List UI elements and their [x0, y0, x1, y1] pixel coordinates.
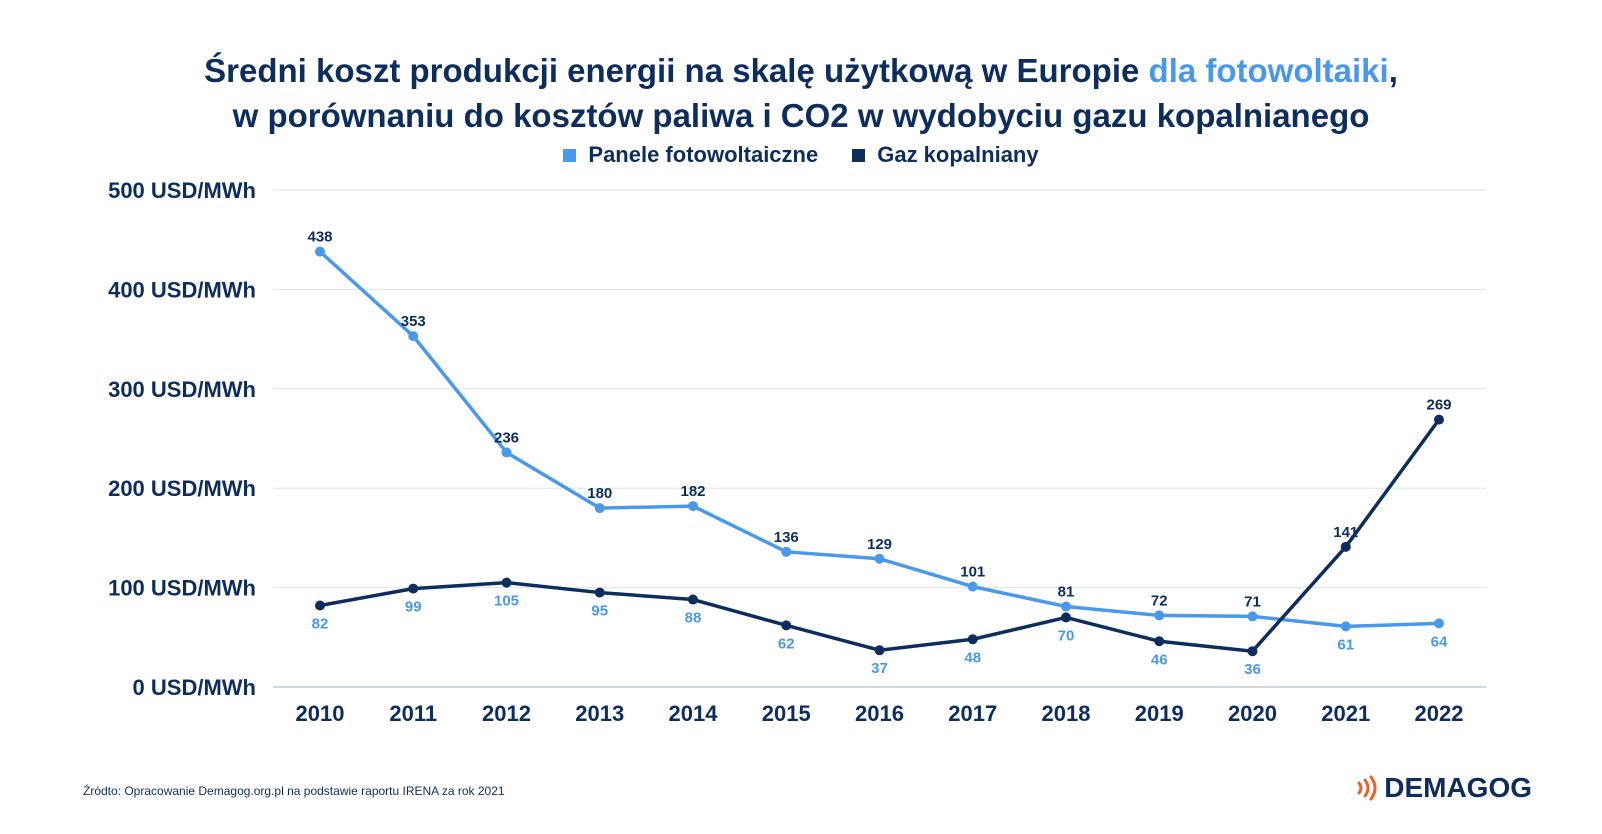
gas-point-2018 [1061, 612, 1071, 623]
pv-point-2011 [408, 331, 419, 342]
x-tick-label-2014: 2014 [669, 701, 719, 726]
gas-data-label-2010: 82 [312, 615, 329, 632]
x-tick-label-2022: 2022 [1415, 701, 1464, 726]
title-line-1-end: , [1388, 52, 1398, 89]
gas-point-2010 [315, 600, 325, 611]
y-tick-label-500: 500 USD/MWh [108, 178, 256, 203]
legend-swatch-pv [563, 148, 577, 162]
pv-data-label-2015: 136 [774, 529, 799, 546]
title-line-2: w porównaniu do kosztów paliwa i CO2 w w… [232, 97, 1370, 134]
x-tick-label-2019: 2019 [1135, 701, 1184, 726]
x-tick-label-2013: 2013 [575, 701, 624, 726]
legend-swatch-gas [852, 148, 866, 162]
legend-item-gas: Gaz kopalniany [852, 142, 1039, 168]
gas-data-label-2021: 141 [1333, 524, 1358, 541]
gas-point-2017 [967, 634, 978, 645]
x-tick-label-2012: 2012 [482, 701, 531, 726]
pv-data-label-2012: 236 [494, 429, 519, 446]
x-tick-label-2015: 2015 [762, 701, 811, 726]
title-line-1-text: Średni koszt produkcji energii na skalę … [204, 52, 1149, 89]
gas-data-label-2015: 62 [778, 635, 795, 652]
gas-data-label-2019: 46 [1151, 651, 1168, 668]
gas-data-label-2014: 88 [685, 610, 702, 627]
pv-data-label-2014: 182 [680, 483, 705, 500]
pv-point-2016 [874, 553, 885, 564]
pv-data-label-2020: 71 [1244, 593, 1261, 610]
gas-data-label-2011: 99 [405, 599, 422, 616]
gas-point-2021 [1340, 541, 1351, 552]
pv-data-label-2019: 72 [1151, 592, 1168, 609]
x-tick-label-2010: 2010 [296, 701, 345, 726]
x-tick-label-2011: 2011 [389, 701, 437, 726]
pv-data-label-2013: 180 [587, 485, 612, 502]
gas-point-2012 [501, 577, 512, 588]
gas-data-label-2013: 95 [591, 603, 608, 620]
pv-point-2020 [1247, 611, 1258, 622]
x-tick-label-2018: 2018 [1042, 701, 1091, 726]
legend-label-pv: Panele fotowoltaiczne [588, 142, 819, 167]
pv-point-2022 [1434, 618, 1444, 629]
logo-text: DEMAGOG [1384, 772, 1532, 803]
pv-data-label-2011: 353 [401, 313, 426, 330]
pv-point-2017 [967, 581, 978, 592]
x-tick-label-2021: 2021 [1321, 701, 1370, 726]
chart-title: Średni koszt produkcji energii na skalę … [0, 48, 1602, 138]
y-tick-label-400: 400 USD/MWh [108, 277, 256, 302]
y-tick-label-200: 200 USD/MWh [108, 476, 256, 501]
pv-series-line [318, 250, 1440, 629]
x-tick-label-2016: 2016 [855, 701, 904, 726]
pv-data-label-2010: 438 [307, 229, 332, 246]
gas-data-label-2022: 269 [1426, 397, 1451, 414]
demagog-logo: DEMAGOG [1356, 772, 1532, 804]
line-chart: 0 USD/MWh 100 USD/MWh 200 USD/MWh 300 USD/M… [108, 178, 1486, 726]
gas-data-label-2018: 70 [1058, 627, 1075, 644]
pv-point-2013 [594, 503, 605, 514]
y-tick-label-0: 0 USD/MWh [133, 675, 256, 700]
pv-point-2014 [688, 501, 698, 512]
x-tick-label-2020: 2020 [1228, 701, 1277, 726]
legend: Panele fotowoltaiczne Gaz kopalniany [0, 142, 1602, 168]
pv-point-2010 [315, 246, 325, 257]
gas-point-2015 [781, 620, 792, 631]
gas-point-2020 [1247, 646, 1258, 657]
gas-point-2022 [1434, 414, 1444, 425]
y-tick-label-300: 300 USD/MWh [108, 377, 256, 402]
title-highlight: dla fotowoltaiki [1148, 52, 1389, 89]
pv-data-label-2018: 81 [1058, 583, 1075, 600]
title-line-1: Średni koszt produkcji energii na skalę … [0, 48, 1602, 93]
pv-point-2015 [781, 546, 792, 557]
pv-point-2018 [1061, 601, 1071, 612]
pv-data-label-2016: 129 [867, 536, 892, 553]
gas-point-2019 [1154, 636, 1165, 647]
y-tick-label-100: 100 USD/MWh [108, 576, 256, 601]
pv-data-label-2022: 64 [1431, 633, 1448, 650]
gas-data-label-2012: 105 [494, 593, 519, 610]
gas-point-2016 [874, 645, 885, 656]
legend-label-gas: Gaz kopalniany [877, 142, 1039, 167]
pv-data-label-2021: 61 [1337, 636, 1354, 653]
gas-data-label-2020: 36 [1244, 661, 1261, 678]
pv-data-label-2017: 101 [960, 564, 985, 581]
gas-point-2014 [688, 594, 698, 605]
source-note: Źródto: Opracowanie Demagog.org.pl na po… [83, 784, 505, 798]
x-tick-label-2017: 2017 [948, 701, 997, 726]
legend-item-pv: Panele fotowoltaiczne [563, 142, 818, 168]
pv-point-2021 [1340, 621, 1351, 632]
gas-data-label-2016: 37 [871, 660, 888, 677]
gas-point-2013 [594, 587, 605, 598]
pv-point-2012 [501, 447, 512, 458]
gas-point-2011 [408, 583, 419, 594]
pv-point-2019 [1154, 610, 1165, 621]
gas-data-label-2017: 48 [964, 649, 981, 666]
signal-waves-icon [1357, 775, 1377, 801]
